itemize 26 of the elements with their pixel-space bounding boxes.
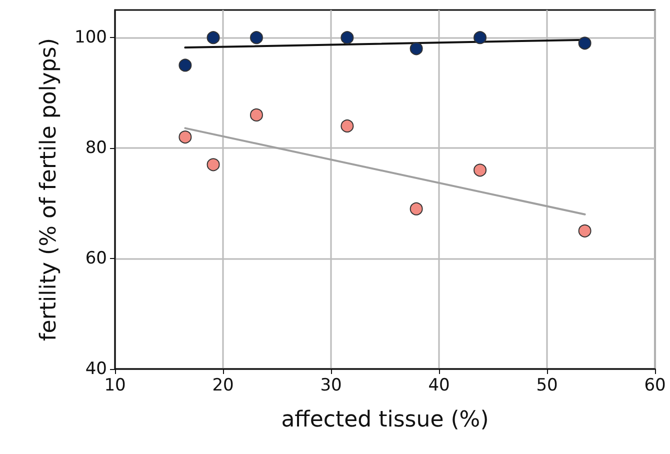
point xyxy=(340,31,354,44)
point xyxy=(578,224,592,238)
y-tick-label: 100 xyxy=(74,28,107,48)
point xyxy=(178,58,192,72)
x-tick-label: 10 xyxy=(104,376,126,396)
point xyxy=(474,164,487,177)
point xyxy=(250,31,263,44)
point xyxy=(578,36,592,50)
point xyxy=(410,202,423,216)
point xyxy=(206,31,220,44)
y-tick-label: 60 xyxy=(85,248,107,269)
point xyxy=(474,31,487,44)
x-axis-title: affected tissue (%) xyxy=(281,408,489,432)
point xyxy=(340,119,354,132)
x-tick-label: 20 xyxy=(212,376,234,396)
point xyxy=(410,42,423,56)
x-tick-label: 30 xyxy=(320,376,342,396)
x-tick-label: 40 xyxy=(428,376,450,396)
point xyxy=(206,158,220,172)
y-axis-title: fertility (% of fertile polyps) xyxy=(36,38,62,341)
point xyxy=(178,130,192,144)
y-tick-label: 40 xyxy=(85,359,107,379)
y-tick-label: 80 xyxy=(85,138,107,158)
x-tick-label: 50 xyxy=(536,376,558,396)
x-tick-label: 60 xyxy=(644,376,666,396)
point xyxy=(250,108,263,122)
